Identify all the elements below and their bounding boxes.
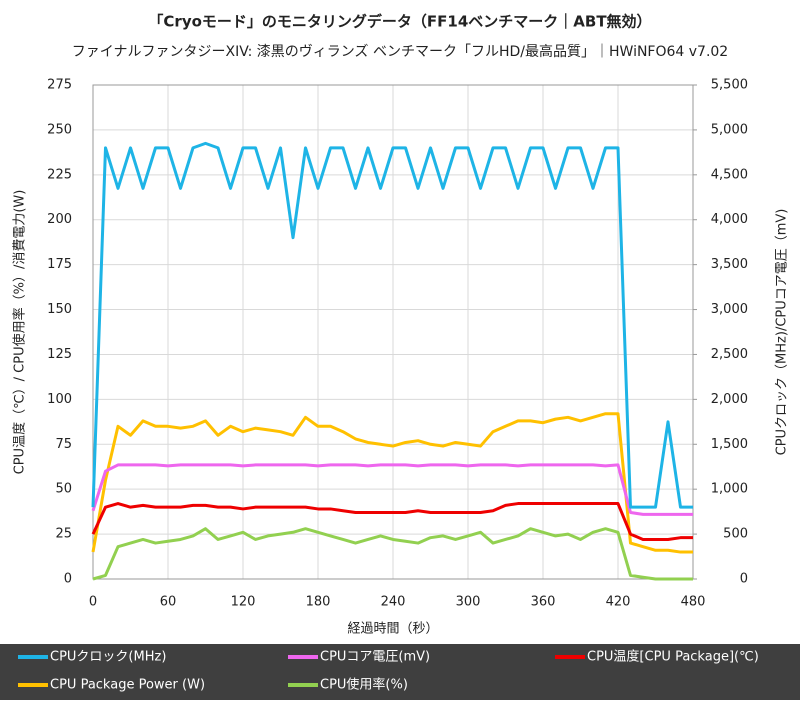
x-axis-label: 経過時間（秒） <box>347 622 438 637</box>
y2-tick-label: 500 <box>723 527 748 542</box>
x-tick-label: 420 <box>606 595 631 610</box>
y-tick-label: 275 <box>47 78 72 93</box>
y-tick-label: 175 <box>47 257 72 272</box>
x-tick-label: 240 <box>381 595 406 610</box>
y2-axis-label: CPUクロック（MHz)/CPUコア電圧（mV) <box>775 209 790 456</box>
y2-tick-label: 1,000 <box>711 482 748 497</box>
legend-label: CPU温度[CPU Package](℃) <box>587 649 759 665</box>
y-tick-label: 200 <box>47 212 72 227</box>
legend-label: CPUコア電圧(mV) <box>320 650 430 665</box>
chart-title: 「Cryoモード」のモニタリングデータ（FF14ベンチマーク｜ABT無効） <box>148 13 651 31</box>
y2-tick-label: 0 <box>740 572 748 587</box>
y2-tick-label: 2,500 <box>711 347 748 362</box>
y2-tick-label: 4,000 <box>711 212 748 227</box>
y2-tick-label: 3,500 <box>711 257 748 272</box>
y2-tick-label: 5,500 <box>711 78 748 93</box>
x-tick-label: 120 <box>231 595 256 610</box>
y-tick-label: 150 <box>47 302 72 317</box>
series-line <box>91 463 693 516</box>
series-line <box>91 502 693 541</box>
series-line <box>91 141 693 509</box>
y2-tick-label: 4,500 <box>711 167 748 182</box>
y2-tick-label: 2,000 <box>711 392 748 407</box>
x-tick-label: 360 <box>531 595 556 610</box>
y-tick-label: 250 <box>47 122 72 137</box>
y-tick-label: 25 <box>55 527 72 542</box>
y-tick-label: 75 <box>55 437 72 452</box>
plot-border <box>92 84 694 580</box>
x-tick-label: 60 <box>160 595 177 610</box>
legend-label: CPUクロック(MHz) <box>50 650 166 665</box>
y-tick-label: 225 <box>47 167 72 182</box>
y2-tick-label: 1,500 <box>711 437 748 452</box>
y2-tick-label: 5,000 <box>711 122 748 137</box>
x-tick-label: 0 <box>89 595 97 610</box>
x-tick-label: 300 <box>456 595 481 610</box>
y-axis-label: CPU温度（℃）/ CPU使用率（%）/消費電力(W) <box>12 190 28 475</box>
legend-label: CPU使用率(%) <box>320 677 408 693</box>
x-tick-label: 480 <box>681 595 706 610</box>
y-tick-label: 100 <box>47 392 72 407</box>
y-tick-label: 50 <box>55 482 72 497</box>
legend-label: CPU Package Power (W) <box>50 678 205 693</box>
x-tick-label: 180 <box>306 595 331 610</box>
series-line <box>91 412 693 554</box>
y-tick-label: 0 <box>64 572 72 587</box>
legend-background <box>0 644 800 700</box>
y-tick-label: 125 <box>47 347 72 362</box>
y2-tick-label: 3,000 <box>711 302 748 317</box>
chart-subtitle: ファイナルファンタジーXIV: 漆黒のヴィランズ ベンチマーク「フルHD/最高品… <box>72 43 728 60</box>
series-line <box>92 527 693 581</box>
